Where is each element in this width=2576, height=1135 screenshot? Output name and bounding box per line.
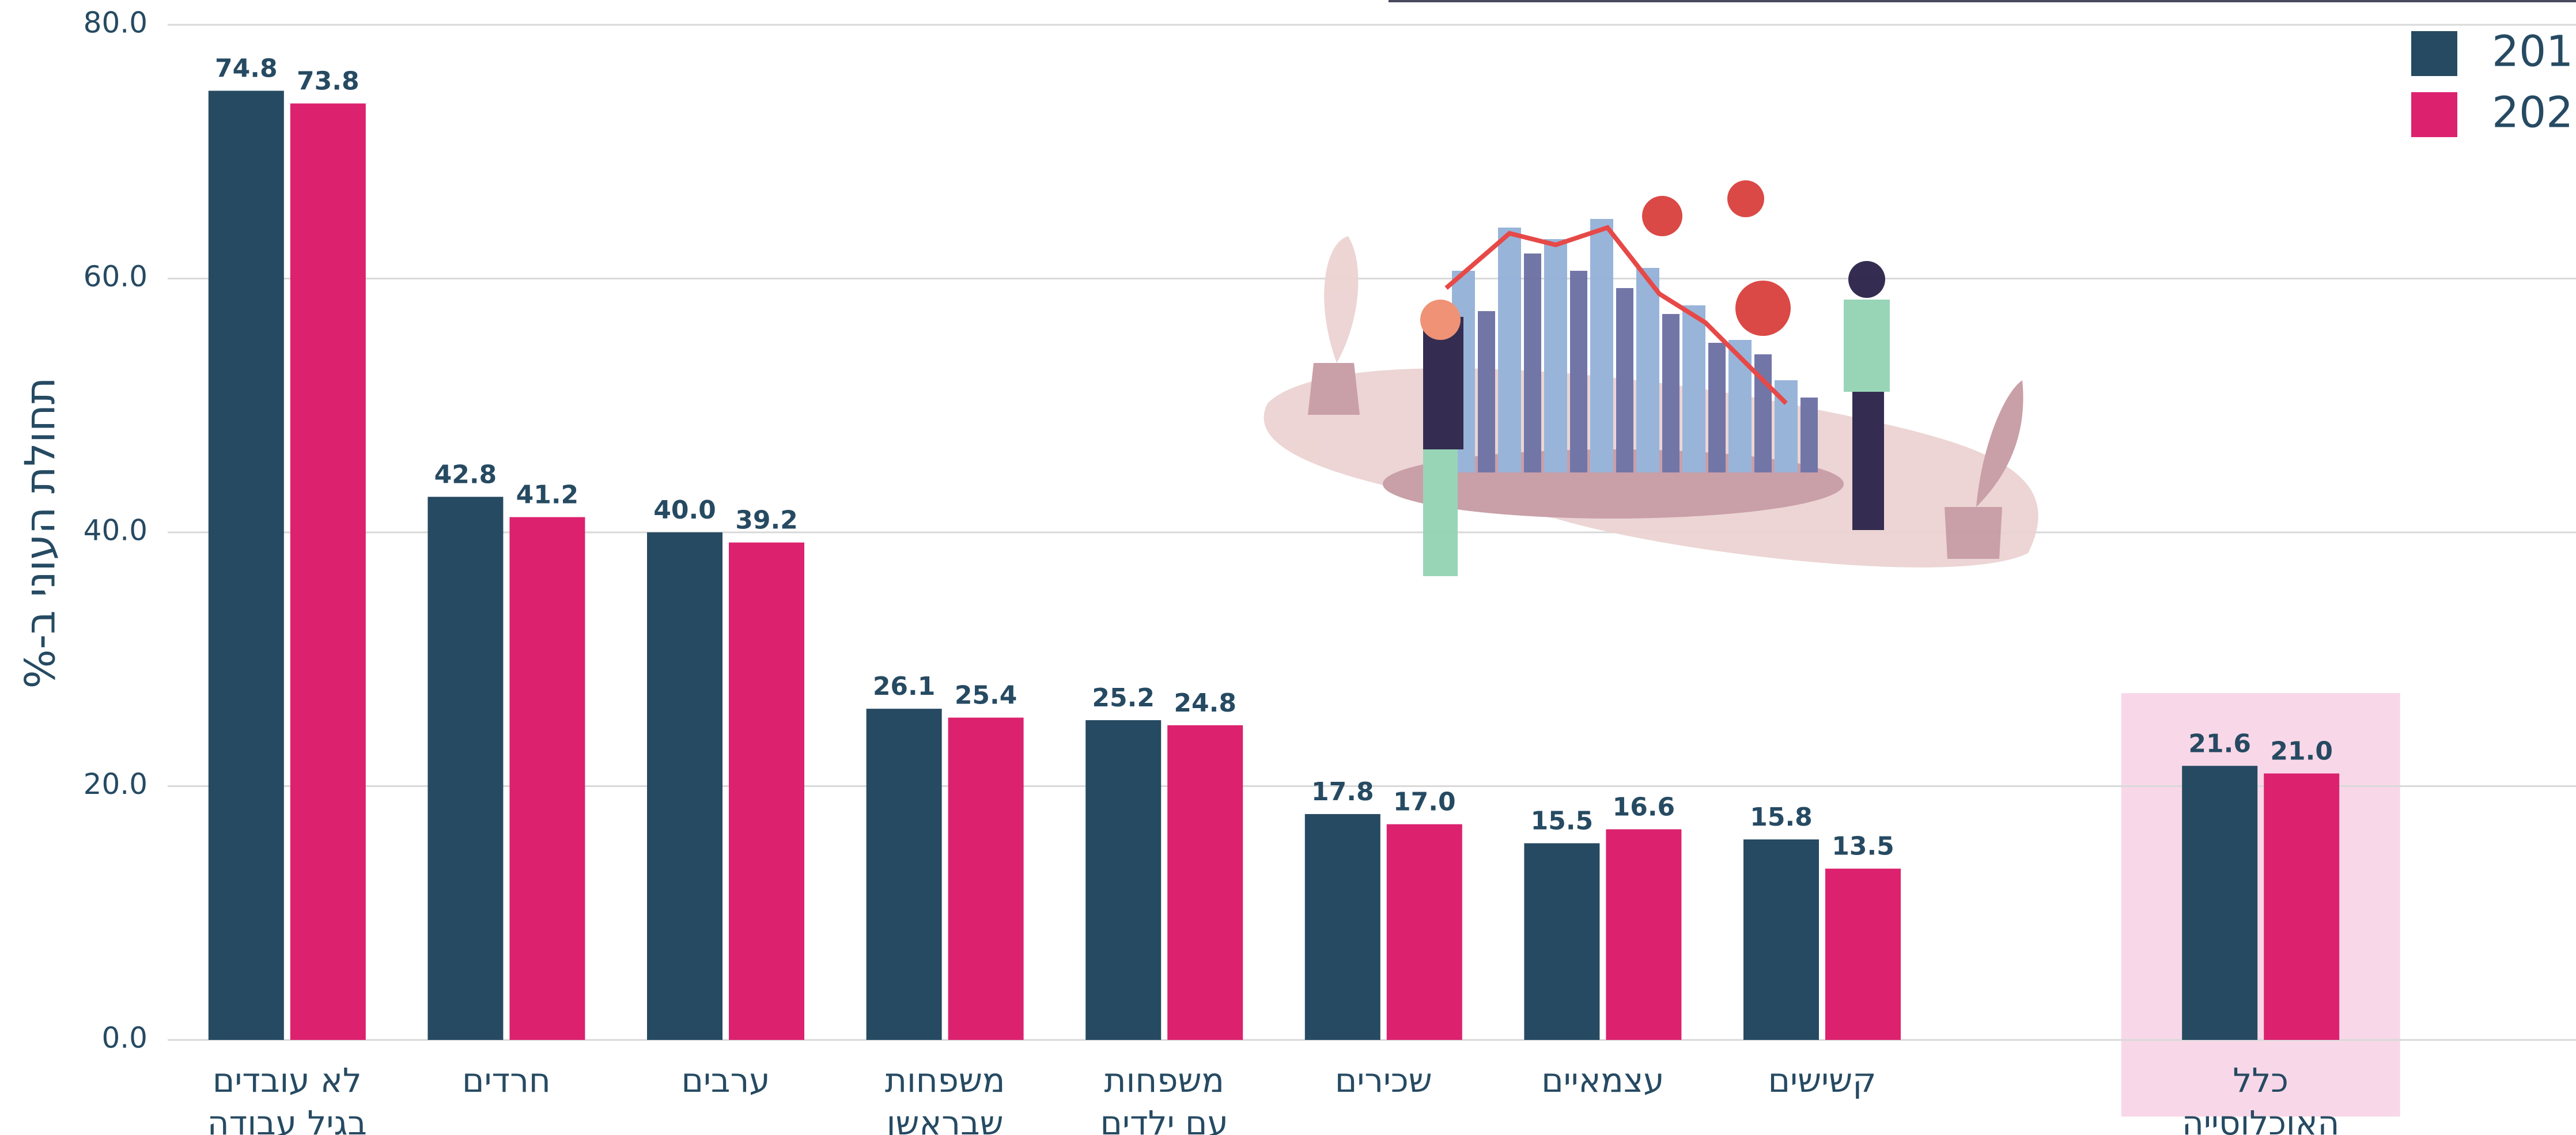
value-label: 17.8 — [1311, 777, 1374, 807]
x-tick-label: משפחות שבראשן הורה עצמאי — [884, 1061, 1005, 1135]
value-label: 15.8 — [1750, 803, 1813, 832]
highlight-box — [2121, 693, 2400, 1117]
value-label: 21.6 — [2188, 729, 2251, 758]
legend-swatch — [2411, 31, 2457, 76]
value-label: 21.0 — [2270, 736, 2333, 766]
bar — [290, 103, 366, 1041]
bar — [647, 532, 723, 1040]
bar — [1386, 824, 1462, 1040]
x-tick-label: עצמאיים — [1541, 1061, 1665, 1100]
bar — [2182, 766, 2258, 1040]
bar — [1304, 814, 1380, 1040]
value-label: 25.4 — [955, 681, 1017, 710]
illustration — [1264, 180, 2038, 576]
bar — [1825, 868, 1901, 1040]
value-label: 16.6 — [1613, 792, 1675, 822]
x-tick-label: כלל האוכלוסייה — [2181, 1061, 2340, 1135]
x-tick-label: קשישים — [1768, 1061, 1877, 1100]
value-label: 24.8 — [1174, 688, 1236, 718]
legend-swatch — [2411, 92, 2457, 137]
x-tick-label: לא עובדים בגיל עבודה — [207, 1061, 367, 1135]
bar — [1606, 829, 1682, 1040]
y-tick-label: 40.0 — [84, 514, 147, 547]
value-label: 41.2 — [516, 481, 579, 510]
bar — [1085, 720, 1162, 1040]
x-tick-label: משפחות עם ילדים — [1100, 1061, 1228, 1135]
value-label: 15.5 — [1531, 807, 1594, 836]
bar — [948, 717, 1024, 1040]
y-tick-label: 60.0 — [84, 260, 147, 293]
x-tick-label: ערבים — [681, 1061, 770, 1100]
value-label: 74.8 — [215, 54, 278, 84]
value-label: 73.8 — [297, 67, 360, 96]
value-label: 17.0 — [1393, 788, 1456, 817]
value-label: 25.2 — [1092, 683, 1155, 713]
legend-label: 2019 — [2492, 27, 2576, 77]
x-tick-label: חרדים — [462, 1061, 551, 1100]
x-tick-label: שכירים — [1334, 1061, 1432, 1100]
bar — [729, 542, 804, 1040]
bar — [1524, 843, 1600, 1040]
y-tick-label: 20.0 — [84, 767, 147, 801]
bar — [2264, 773, 2340, 1040]
y-tick-label: 80.0 — [84, 6, 147, 40]
bar — [428, 497, 504, 1040]
value-label: 39.2 — [735, 506, 798, 535]
legend-label: 2020 — [2492, 88, 2576, 138]
bar — [1167, 725, 1243, 1040]
y-axis-label: תחולת העוני ב-% — [16, 377, 65, 689]
value-label: 40.0 — [653, 495, 716, 525]
bar — [509, 517, 585, 1040]
value-label: 13.5 — [1832, 832, 1894, 861]
value-label: 42.8 — [434, 460, 497, 489]
bar — [1743, 839, 1819, 1040]
bar — [208, 90, 284, 1040]
bar — [866, 709, 942, 1040]
y-tick-label: 0.0 — [101, 1022, 147, 1055]
value-label: 26.1 — [873, 672, 936, 701]
